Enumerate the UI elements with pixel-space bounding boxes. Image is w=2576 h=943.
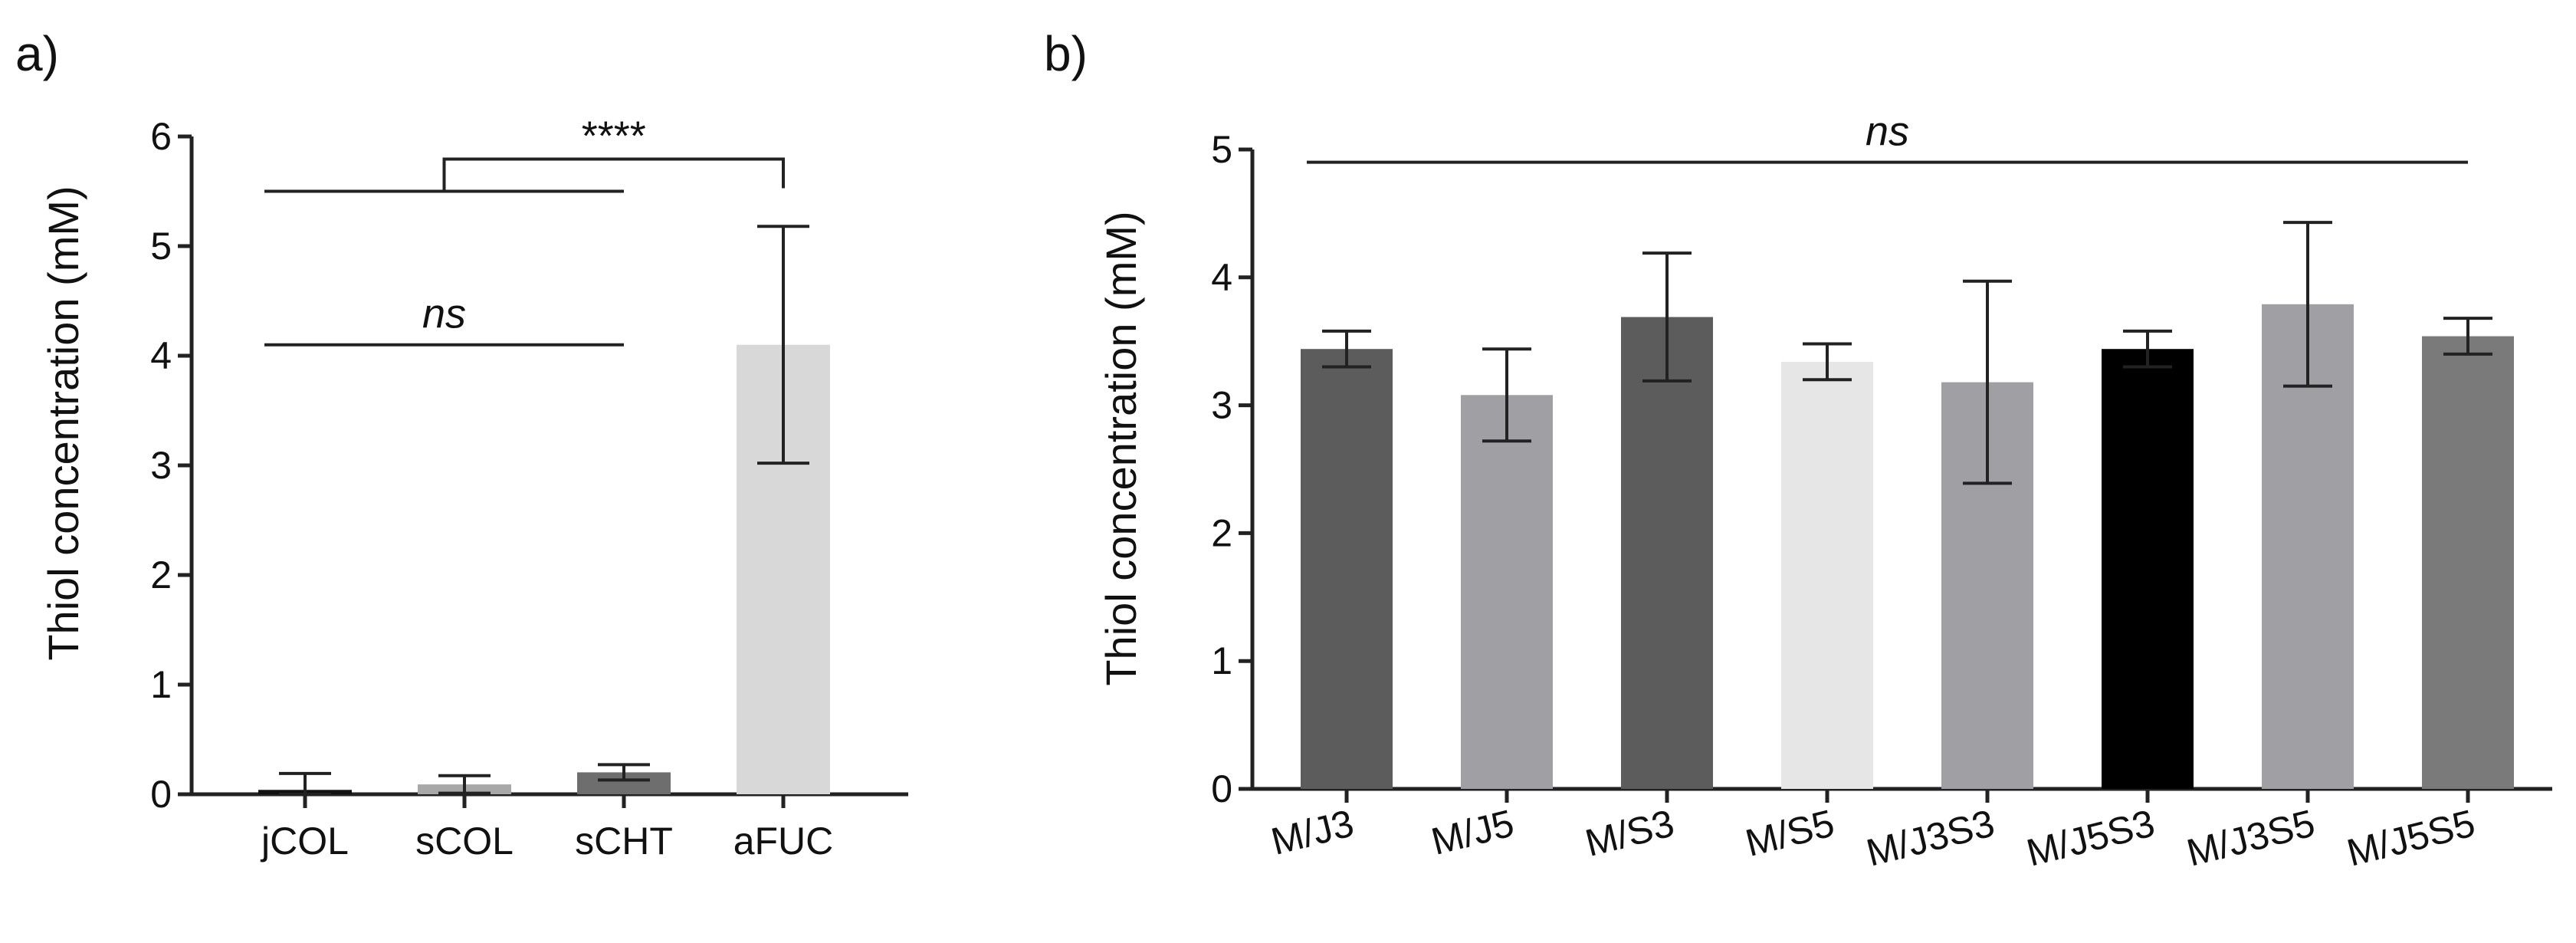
- b-y-tick-label: 4: [1211, 256, 1232, 299]
- panel-a-label: a): [15, 26, 59, 81]
- a-y-tick-label: 0: [150, 773, 172, 816]
- b-x-tick-label: M/J5S3: [2023, 801, 2159, 874]
- b-bar: [1461, 395, 1553, 789]
- panel-a-y-axis-title: Thiol concentration (mM): [39, 186, 87, 660]
- panel-b-bars: [1301, 221, 2514, 789]
- a-x-tick-label: sCOL: [415, 820, 514, 863]
- b-x-tick-label: M/S3: [1581, 801, 1679, 865]
- a-significance-label: ****: [582, 113, 646, 159]
- panel-b-chart: b) Thiol concentration (mM) 0 1 2 3 4 5 M/J3 M/…: [1044, 26, 2552, 875]
- a-x-tick-label: sCHT: [575, 820, 673, 863]
- a-significance-bracket: [442, 157, 785, 192]
- b-bar: [1781, 361, 1873, 789]
- panel-b-label: b): [1044, 26, 1088, 81]
- panel-b-annotations: ns: [1307, 109, 2468, 164]
- b-significance-label: ns: [1866, 109, 1909, 155]
- panel-a-axes: 0 1 2 3 4 5 6 jCOL sCOL sCHT aFUC: [150, 115, 908, 863]
- b-x-tick-label: M/J3S5: [2183, 801, 2319, 874]
- a-y-tick-label: 4: [150, 334, 172, 377]
- a-y-tick-label: 6: [150, 115, 172, 158]
- a-y-tick-label: 1: [150, 663, 172, 706]
- b-y-tick-label: 2: [1211, 511, 1232, 554]
- b-x-tick-label: M/J5: [1427, 801, 1518, 863]
- a-y-tick-label: 3: [150, 444, 172, 487]
- panel-a-chart: a) Thiol concentration (mM) 0 1 2 3 4 5 6 jCOL s…: [15, 26, 908, 863]
- b-bar: [2422, 336, 2514, 789]
- a-significance-label: ns: [422, 291, 466, 337]
- b-bar: [2102, 349, 2194, 789]
- a-y-tick-label: 5: [150, 225, 172, 268]
- b-y-tick-label: 5: [1211, 128, 1232, 171]
- b-y-tick-label: 0: [1211, 767, 1232, 810]
- a-x-tick-label: aFUC: [733, 820, 834, 863]
- a-x-tick-label: jCOL: [260, 820, 349, 863]
- b-x-tick-label: M/J3: [1267, 801, 1358, 863]
- panel-b-y-axis-title: Thiol concentration (mM): [1097, 211, 1145, 685]
- b-y-tick-label: 3: [1211, 384, 1232, 427]
- b-bar: [1621, 317, 1713, 789]
- panel-a-bars: [258, 225, 830, 796]
- b-x-tick-label: M/S5: [1741, 801, 1839, 865]
- panel-a-annotations: **** ns: [264, 113, 785, 347]
- b-x-tick-label: M/J5S5: [2343, 801, 2479, 874]
- a-y-tick-label: 2: [150, 554, 172, 596]
- b-bar: [1301, 349, 1393, 789]
- b-x-tick-label: M/J3S3: [1862, 801, 1999, 874]
- b-y-tick-label: 1: [1211, 639, 1232, 682]
